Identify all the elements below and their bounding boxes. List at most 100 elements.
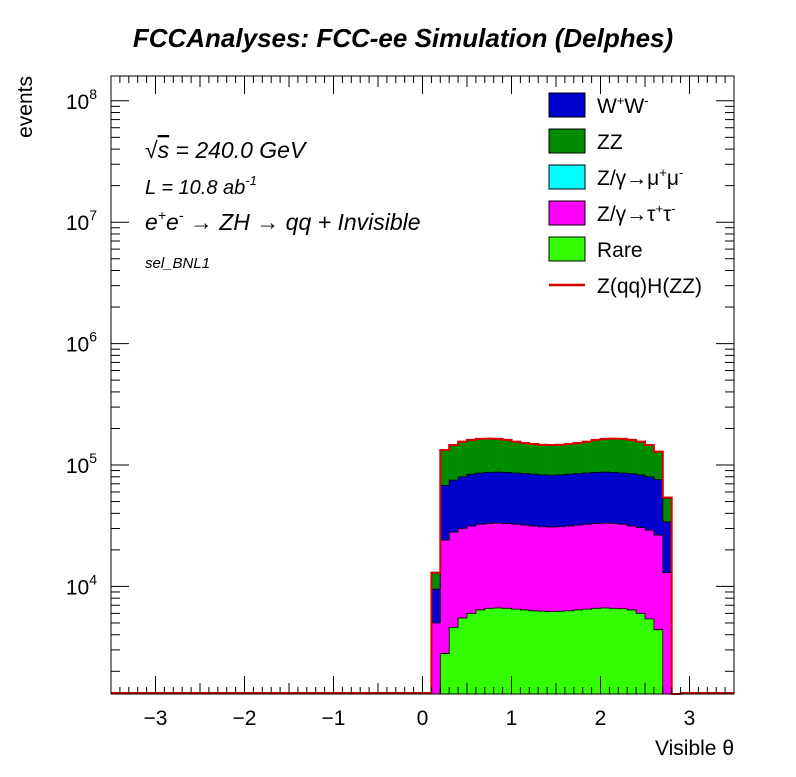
legend-label-zmumu: Z/γ→μ+μ-	[597, 165, 683, 190]
bar-ztautau-0	[431, 622, 441, 694]
bar-ztautau-25	[653, 535, 664, 694]
bar-rare-6	[484, 608, 494, 694]
sqrt-symbol: √	[145, 137, 158, 163]
process-sup1: +	[158, 207, 166, 223]
legend-label-ww: W+W-	[597, 93, 649, 118]
bar-rare-18	[591, 608, 601, 694]
y-tick-exponent: 4	[89, 571, 97, 587]
bar-rare-22	[627, 609, 637, 694]
bar-ztautau-2	[449, 532, 459, 694]
energy-annotation: √s = 240.0 GeV	[145, 137, 308, 163]
y-tick-exponent: 5	[89, 450, 97, 466]
y-tick-base: 10	[66, 91, 89, 114]
bar-rare-17	[582, 609, 592, 694]
bar-rare-7	[493, 607, 503, 694]
signal-series-line	[111, 437, 734, 695]
y-tick-base: 10	[66, 576, 89, 599]
process-rest: → ZH → qq + Invisible	[183, 209, 420, 235]
bar-ztautau-11	[529, 525, 539, 694]
bar-ztautau-23	[636, 527, 646, 694]
plot-annotations: √s = 240.0 GeV L = 10.8 ab-1 e+e- → ZH →…	[145, 137, 421, 272]
y-tick-label: 106	[66, 329, 97, 357]
y-tick-base: 10	[66, 212, 89, 235]
legend-label-ztautau: Z/γ→τ+τ-	[597, 201, 676, 226]
bar-ztautau-24	[645, 530, 655, 694]
bar-ztautau-5	[475, 524, 486, 694]
bar-rare-11	[529, 610, 539, 694]
legend-entry-rare: Rare	[548, 236, 643, 262]
x-tick-label: −3	[144, 707, 168, 730]
bar-rare-20	[609, 608, 619, 694]
bar-ztautau-16	[573, 525, 583, 694]
y-axis-label: events	[14, 76, 37, 138]
bar-rare-13	[547, 611, 557, 694]
bar-ztautau-12	[538, 526, 548, 694]
legend-label-signal: Z(qq)H(ZZ)	[597, 275, 702, 298]
stack-layer-rare	[431, 607, 681, 695]
x-axis: −3 −2 −1 0 1 2 3	[110, 76, 735, 730]
bar-ztautau-4	[467, 525, 477, 694]
bar-rare-25	[653, 629, 664, 694]
stacked-bars	[431, 438, 681, 695]
legend-swatch-zz	[548, 128, 586, 154]
legend-entry-zmumu: Z/γ→μ+μ-	[548, 164, 683, 190]
x-tick-label: 0	[417, 707, 429, 730]
bar-rare-14	[556, 611, 566, 694]
bar-ztautau-13	[547, 527, 557, 694]
selection-annotation: sel_BNL1	[145, 255, 210, 272]
bar-rare-21	[618, 608, 628, 694]
process-annotation: e+e- → ZH → qq + Invisible	[145, 207, 421, 235]
bar-rare-8	[502, 608, 512, 694]
bar-rare-16	[573, 609, 583, 694]
x-tick-label: −1	[322, 707, 346, 730]
chart-title: FCCAnalyses: FCC-ee Simulation (Delphes)	[133, 23, 673, 53]
y-tick-label: 104	[66, 571, 97, 599]
legend-swatch-ww	[548, 92, 586, 118]
bar-ztautau-1	[440, 540, 450, 694]
y-tick-base: 10	[66, 455, 89, 478]
outline-ztautau	[431, 522, 681, 695]
y-tick-exponent: 6	[89, 329, 97, 345]
x-tick-label: 2	[595, 707, 607, 730]
x-tick-label: −2	[233, 707, 257, 730]
luminosity-annotation: L = 10.8 ab-1	[145, 173, 257, 199]
energy-value: = 240.0 GeV	[169, 137, 308, 163]
bar-rare-4	[467, 613, 477, 694]
y-tick-label: 107	[66, 207, 97, 235]
signal-step-path	[111, 437, 734, 695]
legend-entry-zz: ZZ	[548, 128, 623, 154]
legend-entry-ztautau: Z/γ→τ+τ-	[548, 200, 676, 226]
x-axis-label: Visible θ	[655, 737, 734, 760]
legend: W+W- ZZ Z/γ→μ+μ- Z/γ→τ+τ- Rare Z(qq)H(ZZ)	[548, 92, 702, 298]
bar-ztautau-15	[564, 525, 575, 694]
process-e2: e	[166, 209, 179, 235]
legend-label-rare: Rare	[597, 239, 643, 262]
x-tick-label: 1	[506, 707, 518, 730]
energy-s: s	[158, 137, 170, 163]
bar-rare-24	[645, 618, 655, 694]
bar-rare-1	[440, 653, 450, 694]
outline-ww	[431, 471, 681, 695]
legend-swatch-rare	[548, 236, 586, 262]
x-tick-label: 3	[684, 707, 696, 730]
bar-ztautau-10	[520, 525, 530, 694]
lumi-exponent: -1	[245, 173, 257, 188]
bar-rare-15	[564, 610, 575, 694]
y-tick-exponent: 7	[89, 207, 97, 223]
bar-ztautau-14	[556, 526, 566, 694]
outline-rare	[431, 607, 681, 695]
y-tick-exponent: 8	[89, 86, 97, 102]
y-tick-label: 105	[66, 450, 97, 478]
bar-rare-2	[449, 627, 459, 694]
bar-rare-12	[538, 611, 548, 694]
bar-ztautau-3	[458, 528, 468, 694]
bar-ztautau-26	[662, 572, 672, 694]
legend-label-zz: ZZ	[597, 131, 623, 154]
legend-entry-signal: Z(qq)H(ZZ)	[549, 275, 702, 298]
y-tick-base: 10	[66, 334, 89, 357]
lumi-text: L = 10.8 ab	[145, 177, 245, 199]
legend-swatch-zmumu	[548, 164, 586, 190]
